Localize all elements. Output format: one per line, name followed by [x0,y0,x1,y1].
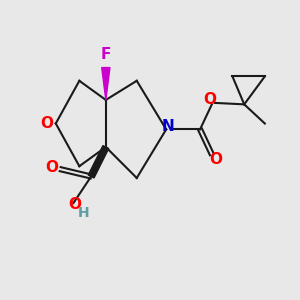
Text: F: F [100,47,111,62]
Text: N: N [161,119,174,134]
Text: H: H [78,206,90,220]
Text: O: O [46,160,59,175]
Text: O: O [203,92,216,107]
Text: O: O [209,152,222,167]
Text: O: O [40,116,53,131]
Polygon shape [88,146,109,178]
Text: O: O [68,197,81,212]
Polygon shape [102,68,110,100]
